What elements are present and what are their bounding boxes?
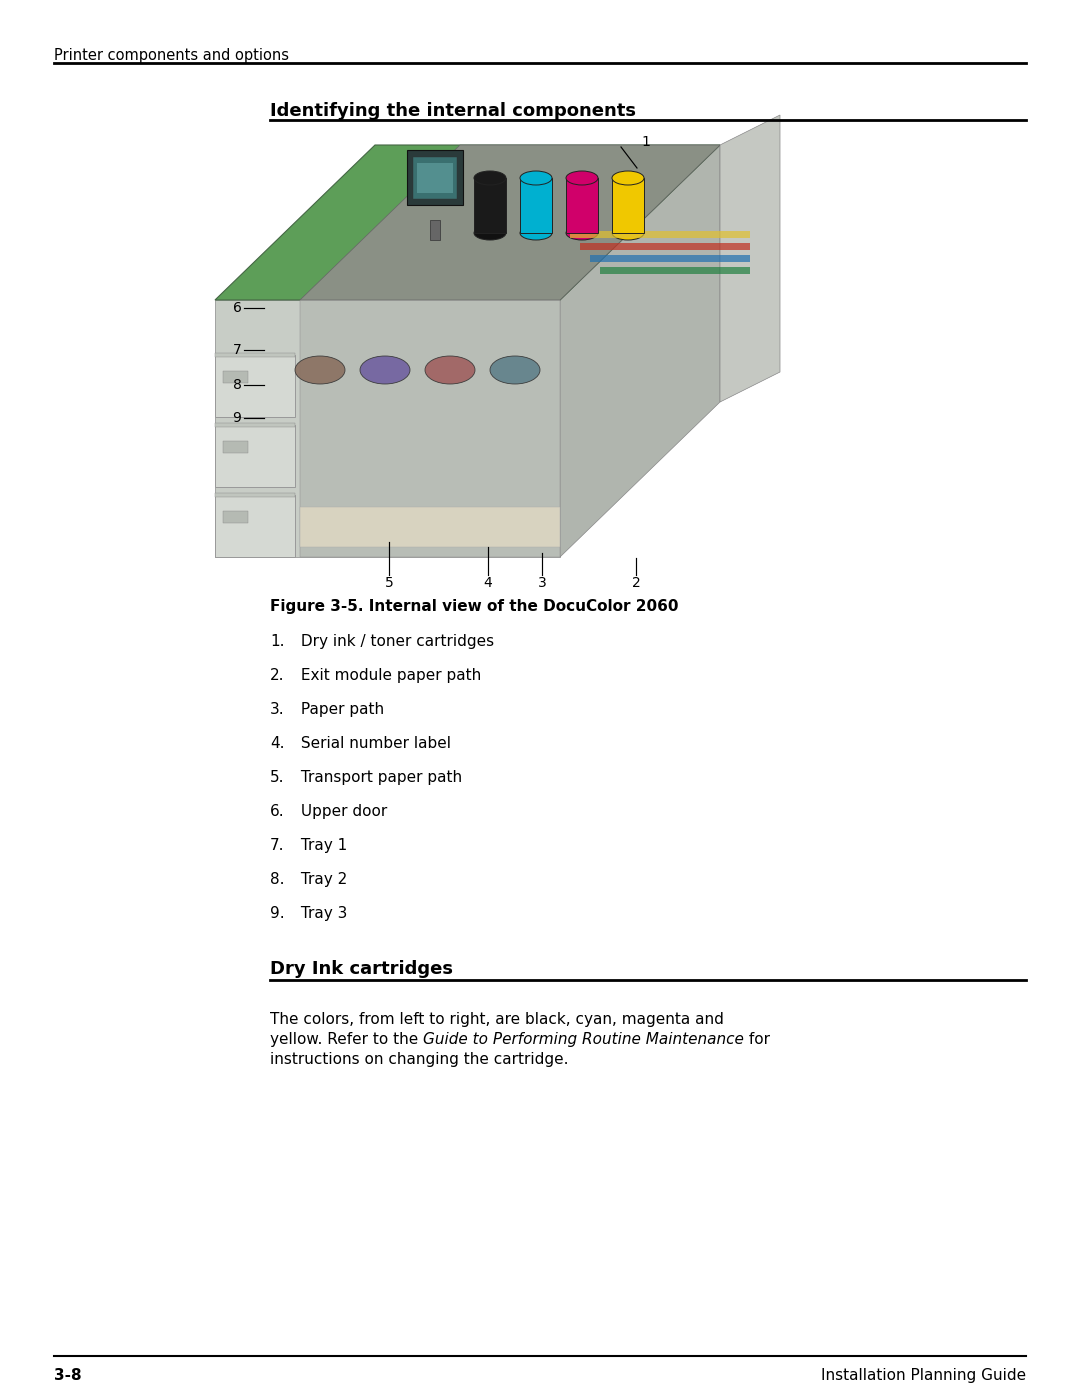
- Text: Exit module paper path: Exit module paper path: [296, 668, 482, 683]
- Text: 2: 2: [632, 576, 640, 590]
- Bar: [600, 267, 750, 274]
- Bar: [215, 300, 561, 557]
- Ellipse shape: [474, 170, 507, 184]
- Ellipse shape: [474, 226, 507, 240]
- Text: Tray 2: Tray 2: [296, 872, 348, 887]
- Polygon shape: [215, 145, 720, 300]
- Ellipse shape: [426, 356, 475, 384]
- Bar: [474, 177, 507, 233]
- Text: Serial number label: Serial number label: [296, 736, 451, 752]
- Bar: [590, 256, 750, 263]
- Text: 1.: 1.: [270, 634, 284, 650]
- Ellipse shape: [612, 170, 644, 184]
- Bar: [413, 156, 457, 198]
- Bar: [570, 231, 750, 237]
- Text: Guide to Performing Routine Maintenance: Guide to Performing Routine Maintenance: [423, 1032, 744, 1046]
- Text: Dry ink / toner cartridges: Dry ink / toner cartridges: [296, 634, 495, 650]
- Text: 3: 3: [538, 576, 546, 590]
- Ellipse shape: [490, 356, 540, 384]
- Text: Identifying the internal components: Identifying the internal components: [270, 102, 636, 120]
- Bar: [222, 441, 248, 453]
- Bar: [215, 493, 295, 497]
- Bar: [300, 507, 561, 548]
- Text: 6.: 6.: [270, 805, 285, 819]
- Text: Transport paper path: Transport paper path: [296, 770, 462, 785]
- Ellipse shape: [519, 226, 552, 240]
- Text: Dry Ink cartridges: Dry Ink cartridges: [270, 960, 453, 978]
- Bar: [215, 425, 295, 488]
- Text: 5: 5: [384, 576, 393, 590]
- Text: Tray 1: Tray 1: [296, 838, 348, 854]
- Text: instructions on changing the cartridge.: instructions on changing the cartridge.: [270, 1052, 568, 1067]
- Bar: [580, 243, 750, 250]
- Ellipse shape: [566, 170, 598, 184]
- Bar: [430, 219, 440, 240]
- Text: 7: 7: [232, 344, 241, 358]
- Text: 1: 1: [642, 136, 650, 149]
- Text: 9: 9: [232, 411, 242, 425]
- Text: for: for: [744, 1032, 770, 1046]
- Bar: [612, 177, 644, 233]
- Text: Upper door: Upper door: [296, 805, 388, 819]
- Text: 7.: 7.: [270, 838, 284, 854]
- Bar: [215, 495, 295, 557]
- Text: 8.: 8.: [270, 872, 284, 887]
- Ellipse shape: [566, 226, 598, 240]
- Bar: [519, 177, 552, 233]
- Ellipse shape: [360, 356, 410, 384]
- Ellipse shape: [519, 170, 552, 184]
- Text: Installation Planning Guide: Installation Planning Guide: [821, 1368, 1026, 1383]
- Bar: [417, 163, 453, 193]
- Text: The colors, from left to right, are black, cyan, magenta and: The colors, from left to right, are blac…: [270, 1011, 724, 1027]
- Text: Figure 3-5. Internal view of the DocuColor 2060: Figure 3-5. Internal view of the DocuCol…: [270, 599, 678, 615]
- Ellipse shape: [295, 356, 345, 384]
- Bar: [566, 177, 598, 233]
- Text: 8: 8: [232, 379, 242, 393]
- Text: 9.: 9.: [270, 907, 285, 921]
- Bar: [222, 511, 248, 522]
- Polygon shape: [300, 145, 720, 300]
- Bar: [215, 355, 295, 416]
- Bar: [407, 149, 463, 205]
- Text: 4.: 4.: [270, 736, 284, 752]
- Bar: [222, 372, 248, 383]
- Polygon shape: [720, 115, 780, 402]
- Text: yellow. Refer to the: yellow. Refer to the: [270, 1032, 423, 1046]
- Ellipse shape: [612, 226, 644, 240]
- Text: Paper path: Paper path: [296, 703, 384, 717]
- Text: Printer components and options: Printer components and options: [54, 47, 289, 63]
- Bar: [215, 423, 295, 427]
- Text: Tray 3: Tray 3: [296, 907, 348, 921]
- Text: 3.: 3.: [270, 703, 285, 717]
- Text: 3-8: 3-8: [54, 1368, 82, 1383]
- Polygon shape: [300, 300, 561, 557]
- Polygon shape: [561, 145, 720, 557]
- Bar: [215, 353, 295, 358]
- Text: 5.: 5.: [270, 770, 284, 785]
- Text: 6: 6: [232, 300, 242, 314]
- Text: 2.: 2.: [270, 668, 284, 683]
- Text: 4: 4: [484, 576, 492, 590]
